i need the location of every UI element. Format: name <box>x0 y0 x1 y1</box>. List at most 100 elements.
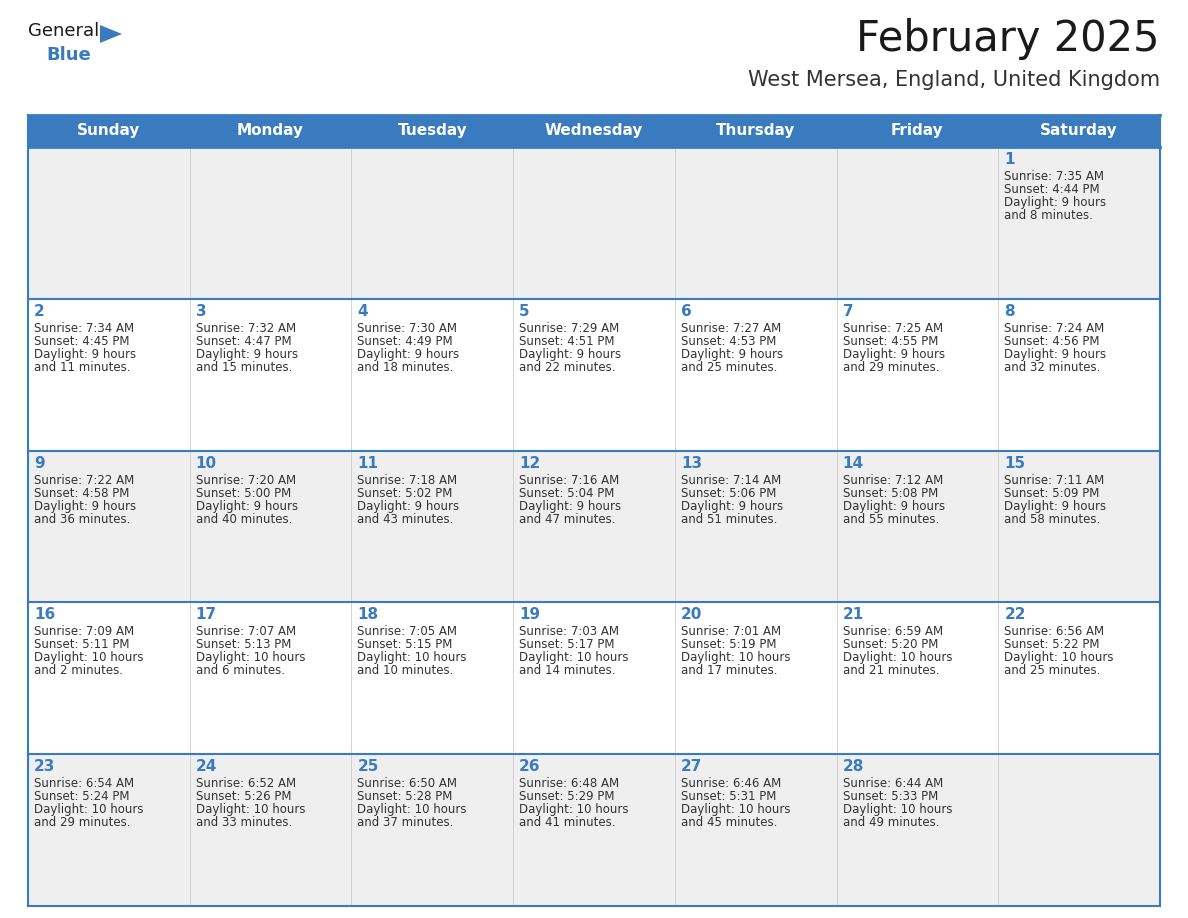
Text: Sunrise: 7:34 AM: Sunrise: 7:34 AM <box>34 322 134 335</box>
Text: Sunrise: 7:35 AM: Sunrise: 7:35 AM <box>1004 170 1105 183</box>
Text: Sunset: 5:06 PM: Sunset: 5:06 PM <box>681 487 776 499</box>
Text: 6: 6 <box>681 304 691 319</box>
Text: Sunrise: 7:05 AM: Sunrise: 7:05 AM <box>358 625 457 638</box>
Text: Daylight: 9 hours: Daylight: 9 hours <box>519 348 621 361</box>
Text: Sunset: 5:00 PM: Sunset: 5:00 PM <box>196 487 291 499</box>
Text: Sunset: 5:15 PM: Sunset: 5:15 PM <box>358 638 453 652</box>
Text: General: General <box>29 22 100 40</box>
Text: 12: 12 <box>519 455 541 471</box>
Text: and 8 minutes.: and 8 minutes. <box>1004 209 1093 222</box>
Text: and 2 minutes.: and 2 minutes. <box>34 665 124 677</box>
Text: Sunset: 4:45 PM: Sunset: 4:45 PM <box>34 335 129 348</box>
Text: Daylight: 9 hours: Daylight: 9 hours <box>681 348 783 361</box>
Text: Blue: Blue <box>46 46 90 64</box>
Text: and 17 minutes.: and 17 minutes. <box>681 665 777 677</box>
Text: 27: 27 <box>681 759 702 774</box>
Text: 7: 7 <box>842 304 853 319</box>
Text: Daylight: 10 hours: Daylight: 10 hours <box>842 803 952 816</box>
Text: Sunset: 5:11 PM: Sunset: 5:11 PM <box>34 638 129 652</box>
Text: 16: 16 <box>34 608 56 622</box>
Text: 1: 1 <box>1004 152 1015 167</box>
Text: Sunrise: 6:46 AM: Sunrise: 6:46 AM <box>681 778 781 790</box>
Bar <box>29 602 1159 755</box>
Text: Sunset: 4:58 PM: Sunset: 4:58 PM <box>34 487 129 499</box>
Text: 23: 23 <box>34 759 56 774</box>
Text: and 10 minutes.: and 10 minutes. <box>358 665 454 677</box>
Text: Sunset: 4:56 PM: Sunset: 4:56 PM <box>1004 335 1100 348</box>
Text: and 25 minutes.: and 25 minutes. <box>1004 665 1100 677</box>
Text: Sunset: 5:17 PM: Sunset: 5:17 PM <box>519 638 614 652</box>
Text: Sunrise: 7:20 AM: Sunrise: 7:20 AM <box>196 474 296 487</box>
Text: 10: 10 <box>196 455 217 471</box>
Text: Daylight: 10 hours: Daylight: 10 hours <box>519 652 628 665</box>
Text: and 14 minutes.: and 14 minutes. <box>519 665 615 677</box>
Text: Daylight: 9 hours: Daylight: 9 hours <box>519 499 621 512</box>
Text: Daylight: 9 hours: Daylight: 9 hours <box>196 499 298 512</box>
Text: 28: 28 <box>842 759 864 774</box>
Text: Daylight: 10 hours: Daylight: 10 hours <box>358 652 467 665</box>
Text: Sunset: 4:55 PM: Sunset: 4:55 PM <box>842 335 939 348</box>
Text: 21: 21 <box>842 608 864 622</box>
Text: Daylight: 9 hours: Daylight: 9 hours <box>1004 196 1106 209</box>
Text: Sunset: 5:24 PM: Sunset: 5:24 PM <box>34 790 129 803</box>
Text: Sunset: 5:08 PM: Sunset: 5:08 PM <box>842 487 937 499</box>
Text: and 11 minutes.: and 11 minutes. <box>34 361 131 374</box>
Text: 18: 18 <box>358 608 379 622</box>
Text: Sunrise: 7:32 AM: Sunrise: 7:32 AM <box>196 322 296 335</box>
Text: Sunset: 5:04 PM: Sunset: 5:04 PM <box>519 487 614 499</box>
Bar <box>29 755 1159 906</box>
Text: and 18 minutes.: and 18 minutes. <box>358 361 454 374</box>
Text: Sunrise: 7:01 AM: Sunrise: 7:01 AM <box>681 625 781 638</box>
Text: Sunset: 4:47 PM: Sunset: 4:47 PM <box>196 335 291 348</box>
Text: Sunrise: 7:03 AM: Sunrise: 7:03 AM <box>519 625 619 638</box>
Text: Friday: Friday <box>891 124 943 139</box>
Text: Sunset: 4:49 PM: Sunset: 4:49 PM <box>358 335 453 348</box>
Text: Daylight: 10 hours: Daylight: 10 hours <box>681 652 790 665</box>
Text: 20: 20 <box>681 608 702 622</box>
Text: Sunrise: 6:48 AM: Sunrise: 6:48 AM <box>519 778 619 790</box>
Text: 5: 5 <box>519 304 530 319</box>
Text: Sunset: 5:22 PM: Sunset: 5:22 PM <box>1004 638 1100 652</box>
Text: Daylight: 10 hours: Daylight: 10 hours <box>681 803 790 816</box>
Bar <box>29 147 1159 298</box>
Text: Daylight: 10 hours: Daylight: 10 hours <box>34 652 144 665</box>
Text: Sunrise: 7:11 AM: Sunrise: 7:11 AM <box>1004 474 1105 487</box>
Text: Daylight: 10 hours: Daylight: 10 hours <box>842 652 952 665</box>
Bar <box>29 298 1159 451</box>
Text: Sunset: 5:33 PM: Sunset: 5:33 PM <box>842 790 937 803</box>
Text: Sunrise: 6:59 AM: Sunrise: 6:59 AM <box>842 625 943 638</box>
Text: and 29 minutes.: and 29 minutes. <box>34 816 131 829</box>
Text: Daylight: 9 hours: Daylight: 9 hours <box>842 348 944 361</box>
Text: and 25 minutes.: and 25 minutes. <box>681 361 777 374</box>
Text: Sunrise: 7:24 AM: Sunrise: 7:24 AM <box>1004 322 1105 335</box>
Text: Sunrise: 7:12 AM: Sunrise: 7:12 AM <box>842 474 943 487</box>
Text: Daylight: 9 hours: Daylight: 9 hours <box>1004 348 1106 361</box>
Text: 8: 8 <box>1004 304 1015 319</box>
Text: Daylight: 10 hours: Daylight: 10 hours <box>519 803 628 816</box>
Text: Sunrise: 7:16 AM: Sunrise: 7:16 AM <box>519 474 619 487</box>
Text: and 6 minutes.: and 6 minutes. <box>196 665 285 677</box>
Text: Daylight: 10 hours: Daylight: 10 hours <box>1004 652 1114 665</box>
Text: Sunset: 5:20 PM: Sunset: 5:20 PM <box>842 638 939 652</box>
Text: 3: 3 <box>196 304 207 319</box>
Text: Sunrise: 7:14 AM: Sunrise: 7:14 AM <box>681 474 781 487</box>
Text: and 22 minutes.: and 22 minutes. <box>519 361 615 374</box>
Text: 17: 17 <box>196 608 217 622</box>
Text: and 45 minutes.: and 45 minutes. <box>681 816 777 829</box>
Text: 15: 15 <box>1004 455 1025 471</box>
Text: Daylight: 9 hours: Daylight: 9 hours <box>34 348 137 361</box>
Text: Sunrise: 6:54 AM: Sunrise: 6:54 AM <box>34 778 134 790</box>
Text: Daylight: 9 hours: Daylight: 9 hours <box>34 499 137 512</box>
Text: 22: 22 <box>1004 608 1025 622</box>
Text: and 33 minutes.: and 33 minutes. <box>196 816 292 829</box>
Text: Daylight: 10 hours: Daylight: 10 hours <box>196 803 305 816</box>
Text: Sunrise: 6:56 AM: Sunrise: 6:56 AM <box>1004 625 1105 638</box>
Text: 26: 26 <box>519 759 541 774</box>
Text: Daylight: 9 hours: Daylight: 9 hours <box>358 499 460 512</box>
Text: Daylight: 10 hours: Daylight: 10 hours <box>34 803 144 816</box>
Polygon shape <box>100 25 122 43</box>
Text: Sunset: 4:44 PM: Sunset: 4:44 PM <box>1004 183 1100 196</box>
Text: Sunset: 5:02 PM: Sunset: 5:02 PM <box>358 487 453 499</box>
Text: and 51 minutes.: and 51 minutes. <box>681 512 777 526</box>
Text: Sunset: 5:28 PM: Sunset: 5:28 PM <box>358 790 453 803</box>
